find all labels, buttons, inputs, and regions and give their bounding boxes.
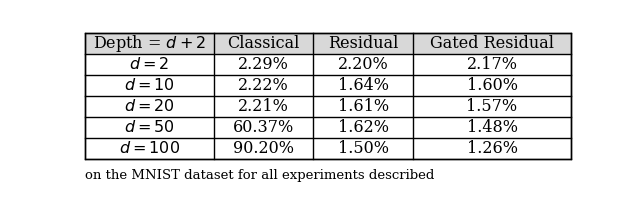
Bar	[85, 33, 571, 54]
Text: Classical: Classical	[227, 35, 300, 52]
Text: $d = 20$: $d = 20$	[124, 98, 175, 115]
Text: $d = 100$: $d = 100$	[119, 140, 180, 157]
Text: 90.20%: 90.20%	[233, 140, 294, 157]
Text: 60.37%: 60.37%	[233, 119, 294, 136]
Text: 2.29%: 2.29%	[238, 56, 289, 73]
Text: $d = 10$: $d = 10$	[124, 77, 175, 94]
Text: Residual: Residual	[328, 35, 399, 52]
Bar	[85, 33, 571, 159]
Text: $d = 50$: $d = 50$	[124, 119, 175, 136]
Text: 2.20%: 2.20%	[338, 56, 388, 73]
Text: 1.50%: 1.50%	[338, 140, 388, 157]
Text: $d = 2$: $d = 2$	[129, 56, 170, 73]
Text: Depth = $d + 2$: Depth = $d + 2$	[93, 33, 206, 54]
Text: 1.26%: 1.26%	[467, 140, 518, 157]
Text: 1.60%: 1.60%	[467, 77, 518, 94]
Text: 1.64%: 1.64%	[338, 77, 388, 94]
Text: 2.17%: 2.17%	[467, 56, 518, 73]
Text: 1.57%: 1.57%	[467, 98, 518, 115]
Text: 1.48%: 1.48%	[467, 119, 518, 136]
Text: 1.61%: 1.61%	[338, 98, 389, 115]
Text: 2.21%: 2.21%	[238, 98, 289, 115]
Text: Gated Residual: Gated Residual	[430, 35, 554, 52]
Text: 2.22%: 2.22%	[238, 77, 289, 94]
Text: 1.62%: 1.62%	[338, 119, 388, 136]
Text: on the MNIST dataset for all experiments described: on the MNIST dataset for all experiments…	[85, 169, 435, 182]
